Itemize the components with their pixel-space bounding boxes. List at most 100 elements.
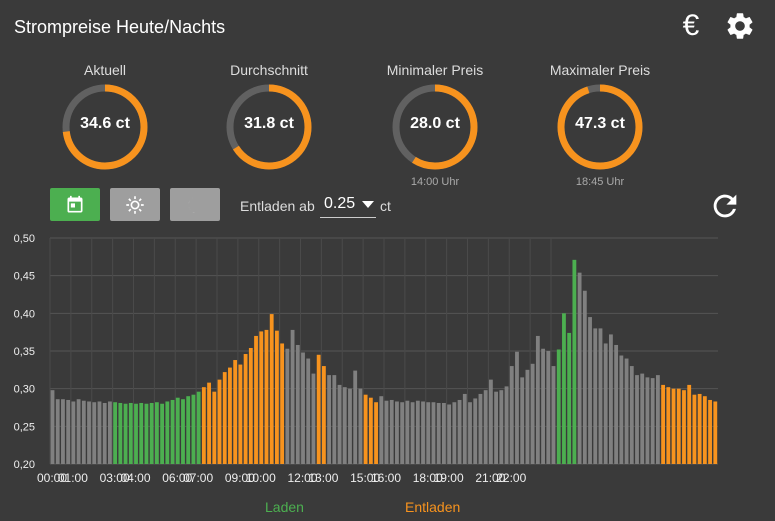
x-tick-label: 01:00 — [58, 471, 88, 485]
gear-icon[interactable] — [724, 10, 756, 42]
price-bar — [645, 377, 650, 464]
price-bar — [426, 402, 431, 464]
price-bar — [515, 351, 519, 464]
price-bar — [342, 387, 347, 464]
euro-icon[interactable]: € — [682, 9, 700, 42]
y-tick-label: 0,45 — [14, 271, 35, 283]
price-bar — [405, 400, 410, 464]
threshold-select[interactable]: 0.25 — [320, 193, 376, 218]
gauge-value: 34.6 ct — [80, 115, 130, 132]
price-bar — [134, 403, 138, 464]
price-bar — [442, 402, 446, 464]
price-bar — [102, 402, 107, 464]
price-bar — [264, 329, 269, 464]
price-bar — [504, 386, 509, 464]
x-tick-label: 03:00 — [100, 471, 130, 485]
gauge-ring: 34.6 ct — [60, 82, 150, 172]
price-bar — [55, 399, 60, 464]
price-bar — [431, 402, 436, 464]
x-tick-label: 10:00 — [246, 471, 276, 485]
price-bar — [708, 399, 712, 464]
price-bar — [238, 364, 243, 464]
price-bar — [76, 399, 81, 464]
price-bar — [452, 402, 457, 464]
gauge-minimum: Minimaler Preis 28.0 ct 14:00 Uhr — [365, 62, 505, 190]
price-bar — [368, 397, 373, 464]
y-tick-label: 0,35 — [14, 346, 35, 358]
price-bar — [468, 402, 472, 464]
gauge-arc — [557, 84, 643, 170]
day-button[interactable] — [110, 188, 160, 221]
price-bar — [520, 377, 525, 464]
caret-down-icon — [362, 201, 374, 208]
price-bar — [358, 388, 363, 464]
price-bar — [593, 328, 598, 464]
price-bar — [275, 330, 279, 464]
price-bar — [494, 391, 499, 464]
gauge-label: Aktuell — [83, 62, 127, 78]
price-bar — [551, 366, 556, 464]
price-bar — [629, 366, 634, 464]
price-bar — [541, 348, 545, 464]
price-bar — [108, 401, 112, 464]
price-bar — [228, 367, 232, 464]
price-bar — [50, 390, 55, 464]
gauge-label: Minimaler Preis — [386, 62, 484, 78]
gauge-arc — [62, 84, 148, 170]
price-bar — [353, 370, 358, 464]
price-bar — [562, 313, 566, 464]
price-bar — [123, 403, 128, 464]
x-tick-label: 00:00 — [37, 471, 67, 485]
x-tick-label: 13:00 — [308, 471, 338, 485]
x-tick-label: 21:00 — [475, 471, 505, 485]
price-bar — [640, 373, 645, 464]
price-bar — [280, 343, 285, 464]
unit-label: ct — [380, 198, 391, 214]
price-bar — [181, 399, 185, 464]
price-bar — [676, 388, 681, 464]
price-bar — [337, 384, 342, 464]
price-bar — [666, 387, 671, 464]
price-bar — [572, 259, 577, 464]
x-tick-label: 06:00 — [162, 471, 192, 485]
price-bar — [207, 382, 211, 464]
gauge-ring: 28.0 ct — [390, 82, 480, 172]
price-bar — [201, 387, 206, 464]
y-tick-label: 0,25 — [14, 421, 35, 433]
price-bar — [598, 328, 603, 464]
price-bar — [165, 401, 170, 464]
y-tick-label: 0,40 — [14, 308, 35, 320]
price-bar — [687, 384, 692, 464]
night-button[interactable] — [170, 188, 220, 221]
gauge-value: 28.0 ct — [410, 115, 460, 132]
gauge-current: Aktuell 34.6 ct — [35, 62, 175, 190]
price-bar — [290, 329, 295, 464]
price-bar — [395, 401, 399, 464]
price-bar — [149, 402, 154, 464]
price-bar — [113, 402, 118, 464]
price-bar — [160, 403, 165, 464]
price-bar — [154, 402, 159, 464]
price-bar — [301, 352, 305, 464]
gauge-arc — [226, 84, 312, 170]
price-bar — [530, 363, 535, 464]
gauge-time: 14:00 Uhr — [410, 176, 460, 188]
today-button[interactable] — [50, 188, 100, 221]
x-tick-label: 09:00 — [225, 471, 255, 485]
price-bar — [139, 402, 144, 464]
price-bar — [473, 398, 478, 464]
price-bar — [87, 401, 91, 464]
price-bar — [316, 354, 321, 464]
price-bar — [81, 400, 86, 464]
price-bar — [702, 396, 707, 464]
price-bar — [384, 400, 389, 464]
price-bar — [118, 402, 123, 464]
price-bar — [614, 344, 619, 464]
price-bar — [128, 402, 133, 464]
refresh-icon[interactable] — [708, 189, 742, 223]
price-bar — [170, 399, 175, 464]
gauge-maximum: Maximaler Preis 47.3 ct 18:45 Uhr — [530, 62, 670, 190]
price-bar — [421, 401, 425, 464]
x-tick-label: 07:00 — [183, 471, 213, 485]
